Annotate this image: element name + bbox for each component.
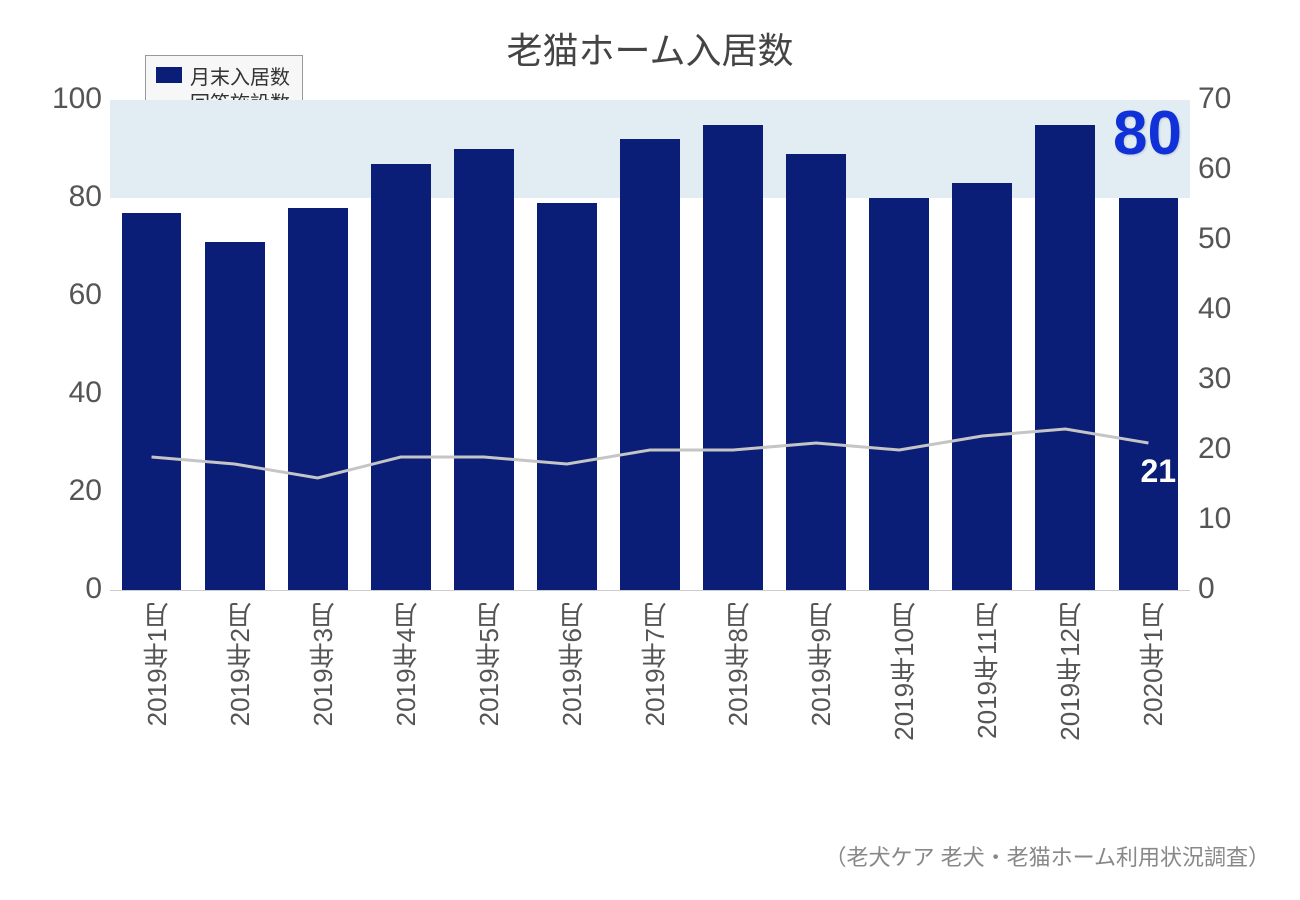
x-axis-label: 2019年8月: [719, 602, 756, 726]
x-axis-label: 2019年4月: [387, 602, 424, 726]
legend-item-bars: 月末入居数: [156, 62, 290, 88]
x-axis-label: 2019年9月: [802, 602, 839, 726]
left-axis-tick: 20: [22, 474, 102, 492]
left-axis-tick: 0: [22, 572, 102, 590]
source-note: （老犬ケア 老犬・老猫ホーム利用状況調査）: [825, 840, 1270, 872]
right-axis-tick: 40: [1198, 292, 1278, 326]
right-axis-tick: 0: [1198, 572, 1278, 606]
callout-final-line: 21: [1140, 453, 1176, 490]
right-axis-tick: 50: [1198, 222, 1278, 256]
plot-area: 80 21: [110, 100, 1190, 591]
left-axis-tick: 40: [22, 376, 102, 394]
right-axis-tick: 10: [1198, 502, 1278, 536]
left-axis-tick: 80: [22, 180, 102, 198]
x-axis-label: 2020年1月: [1134, 602, 1171, 726]
x-axis-label: 2019年7月: [636, 602, 673, 726]
legend-label: 月末入居数: [190, 61, 290, 90]
right-axis-tick: 70: [1198, 82, 1278, 116]
right-axis-tick: 60: [1198, 152, 1278, 186]
line-series: [110, 100, 1190, 590]
right-axis-tick: 20: [1198, 432, 1278, 466]
x-axis-label: 2019年12月: [1051, 602, 1088, 741]
x-axis-label: 2019年2月: [221, 602, 258, 726]
x-axis-label: 2019年5月: [470, 602, 507, 726]
right-axis-tick: 30: [1198, 362, 1278, 396]
line-path: [152, 429, 1149, 478]
left-axis-tick: 100: [22, 82, 102, 100]
left-axis-tick: 60: [22, 278, 102, 296]
x-axis-label: 2019年3月: [304, 602, 341, 726]
bar-swatch-icon: [156, 67, 182, 83]
x-axis-label: 2019年11月: [968, 602, 1005, 739]
x-axis-label: 2019年1月: [138, 602, 175, 726]
x-axis-label: 2019年6月: [553, 602, 590, 726]
x-axis-label: 2019年10月: [885, 602, 922, 741]
chart-container: 老猫ホーム入居数 月末入居数 回答施設数 80 21 （老犬ケア 老犬・老猫ホー…: [0, 0, 1300, 900]
